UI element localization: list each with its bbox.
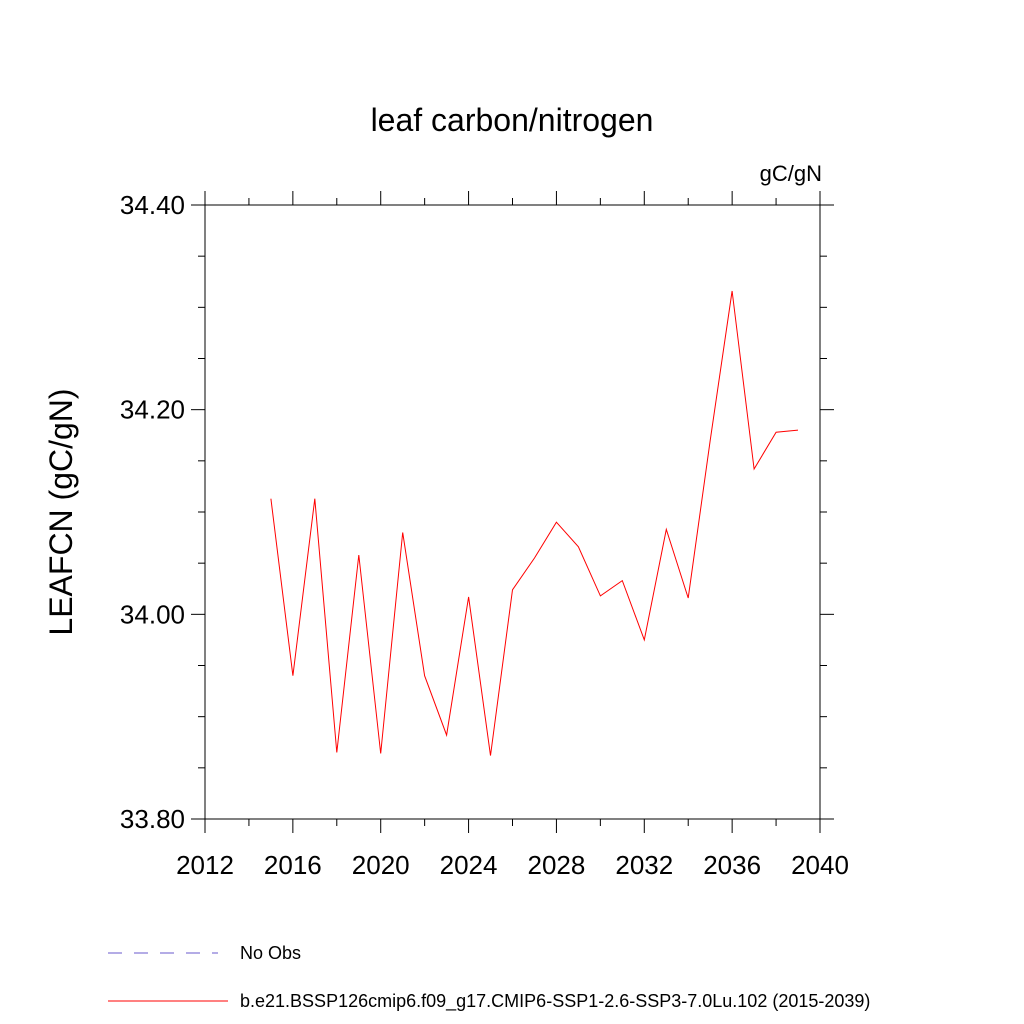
data-point-2020 (379, 752, 383, 756)
axis-ticks (191, 191, 834, 833)
legend-label-series: b.e21.BSSP126cmip6.f09_g17.CMIP6-SSP1-2.… (240, 991, 870, 1012)
y-tick-labels: 33.80 34.00 34.20 34.40 (120, 190, 185, 834)
data-point-2021 (401, 531, 405, 535)
data-point-2018 (335, 751, 339, 755)
y-axis-label: LEAFCN (gC/gN) (43, 388, 79, 635)
series-layer (269, 289, 800, 758)
units-label: gC/gN (760, 161, 822, 186)
series-line-0 (270, 290, 799, 756)
data-point-2017 (313, 497, 317, 501)
x-tick-label: 2012 (176, 850, 234, 880)
data-point-2024 (467, 595, 471, 599)
data-point-2037 (752, 467, 756, 471)
data-point-2019 (357, 553, 361, 557)
data-point-2030 (598, 594, 602, 598)
x-tick-label: 2020 (352, 850, 410, 880)
x-tick-label: 2040 (791, 850, 849, 880)
data-point-2031 (620, 579, 624, 583)
y-tick-label: 34.20 (120, 395, 185, 425)
chart-title: leaf carbon/nitrogen (371, 102, 654, 138)
data-point-2015 (269, 497, 273, 501)
data-point-2034 (686, 596, 690, 600)
data-point-2029 (576, 545, 580, 549)
y-tick-label: 34.40 (120, 190, 185, 220)
data-point-2032 (642, 638, 646, 642)
x-tick-label: 2028 (528, 850, 586, 880)
legend-label-no-obs: No Obs (240, 943, 301, 963)
plot-frame (204, 204, 821, 820)
data-point-2038 (774, 430, 778, 434)
data-point-2035 (708, 438, 712, 442)
data-point-2026 (511, 588, 515, 592)
data-point-2033 (664, 527, 668, 531)
data-point-2023 (445, 733, 449, 737)
x-tick-labels: 2012 2016 2020 2024 2028 2032 2036 2040 (176, 850, 849, 880)
data-point-2025 (489, 754, 493, 758)
data-point-2027 (533, 556, 537, 560)
y-tick-label: 33.80 (120, 804, 185, 834)
x-tick-label: 2036 (703, 850, 761, 880)
data-point-2028 (554, 520, 558, 524)
x-tick-label: 2016 (264, 850, 322, 880)
data-point-2022 (423, 674, 427, 678)
x-tick-label: 2024 (440, 850, 498, 880)
data-point-2016 (291, 674, 295, 678)
data-point-2036 (730, 289, 734, 293)
y-tick-label: 34.00 (120, 599, 185, 629)
data-point-2039 (796, 428, 800, 432)
x-tick-label: 2032 (615, 850, 673, 880)
legend: No Obs b.e21.BSSP126cmip6.f09_g17.CMIP6-… (108, 943, 870, 1012)
